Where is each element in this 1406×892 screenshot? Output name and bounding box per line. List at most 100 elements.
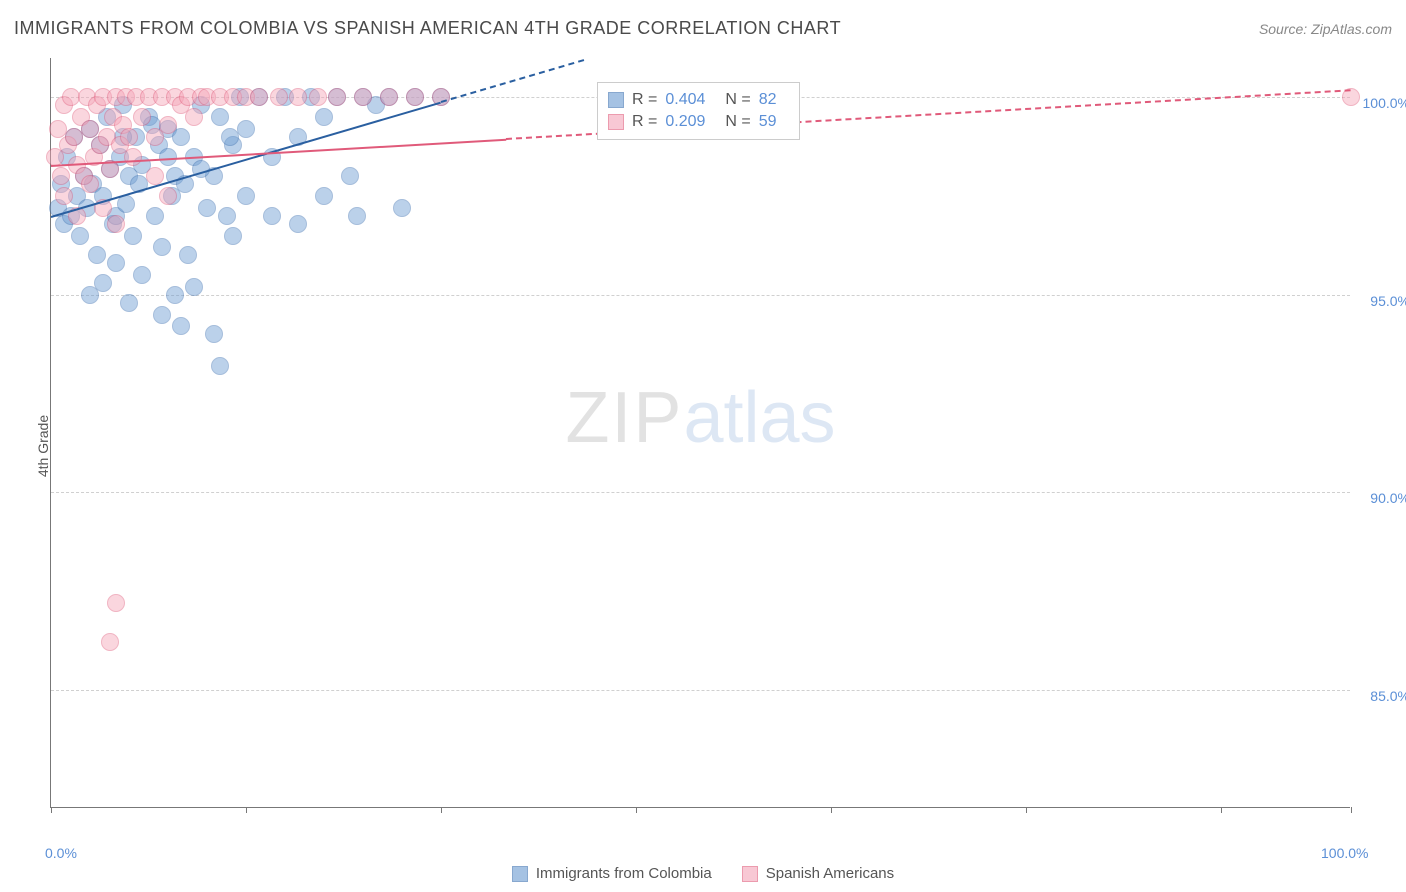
x-tick bbox=[1351, 807, 1352, 813]
stat-n-label: N = bbox=[725, 113, 750, 131]
scatter-point bbox=[107, 215, 125, 233]
legend-swatch bbox=[608, 114, 624, 130]
watermark: ZIPatlas bbox=[565, 377, 835, 459]
y-tick-label: 100.0% bbox=[1363, 95, 1406, 111]
scatter-point bbox=[309, 88, 327, 106]
scatter-point bbox=[205, 325, 223, 343]
x-tick bbox=[246, 807, 247, 813]
scatter-point bbox=[159, 148, 177, 166]
stat-n-value: 59 bbox=[759, 113, 777, 131]
scatter-point bbox=[94, 274, 112, 292]
scatter-point bbox=[348, 207, 366, 225]
watermark-atlas: atlas bbox=[683, 378, 835, 458]
legend-swatch bbox=[742, 866, 758, 882]
stat-r-label: R = bbox=[632, 113, 657, 131]
scatter-point bbox=[237, 187, 255, 205]
scatter-point bbox=[172, 317, 190, 335]
scatter-point bbox=[153, 238, 171, 256]
chart-header: IMMIGRANTS FROM COLOMBIA VS SPANISH AMER… bbox=[14, 18, 1392, 39]
scatter-point bbox=[270, 88, 288, 106]
scatter-point bbox=[328, 88, 346, 106]
watermark-zip: ZIP bbox=[565, 378, 683, 458]
source-label: Source: bbox=[1259, 21, 1311, 37]
scatter-point bbox=[341, 167, 359, 185]
scatter-point bbox=[211, 357, 229, 375]
y-tick-label: 85.0% bbox=[1370, 688, 1406, 704]
gridline bbox=[51, 690, 1350, 691]
scatter-point bbox=[221, 128, 239, 146]
x-tick bbox=[51, 807, 52, 813]
gridline bbox=[51, 492, 1350, 493]
scatter-point bbox=[380, 88, 398, 106]
scatter-point bbox=[166, 286, 184, 304]
scatter-point bbox=[101, 633, 119, 651]
scatter-point bbox=[179, 246, 197, 264]
scatter-point bbox=[315, 108, 333, 126]
x-tick bbox=[636, 807, 637, 813]
stat-r-value: 0.404 bbox=[665, 91, 705, 109]
legend-label: Immigrants from Colombia bbox=[536, 865, 712, 882]
stats-row: R = 0.209 N = 59 bbox=[608, 111, 789, 133]
scatter-point bbox=[393, 199, 411, 217]
scatter-point bbox=[198, 199, 216, 217]
scatter-point bbox=[250, 88, 268, 106]
gridline bbox=[51, 295, 1350, 296]
x-tick bbox=[1026, 807, 1027, 813]
scatter-point bbox=[62, 88, 80, 106]
legend-swatch bbox=[512, 866, 528, 882]
scatter-point bbox=[49, 120, 67, 138]
scatter-point bbox=[52, 167, 70, 185]
scatter-point bbox=[120, 128, 138, 146]
legend-item: Immigrants from Colombia bbox=[512, 865, 712, 882]
legend-swatch bbox=[608, 92, 624, 108]
scatter-point bbox=[88, 246, 106, 264]
scatter-point bbox=[185, 278, 203, 296]
chart-source: Source: ZipAtlas.com bbox=[1259, 21, 1392, 37]
stat-n-label: N = bbox=[725, 91, 750, 109]
scatter-point bbox=[159, 187, 177, 205]
scatter-point bbox=[81, 175, 99, 193]
scatter-point bbox=[263, 207, 281, 225]
stat-r-label: R = bbox=[632, 91, 657, 109]
scatter-point bbox=[107, 594, 125, 612]
scatter-point bbox=[124, 148, 142, 166]
scatter-point bbox=[55, 187, 73, 205]
scatter-point bbox=[146, 207, 164, 225]
scatter-point bbox=[211, 108, 229, 126]
scatter-point bbox=[218, 207, 236, 225]
stats-box: R = 0.404 N = 82 R = 0.209 N = 59 bbox=[597, 82, 800, 140]
y-tick-label: 95.0% bbox=[1370, 293, 1406, 309]
x-tick bbox=[1221, 807, 1222, 813]
chart-title: IMMIGRANTS FROM COLOMBIA VS SPANISH AMER… bbox=[14, 18, 841, 39]
scatter-point bbox=[406, 88, 424, 106]
scatter-plot-area: ZIPatlas 85.0%90.0%95.0%100.0%0.0%100.0%… bbox=[50, 58, 1350, 808]
scatter-point bbox=[81, 120, 99, 138]
scatter-point bbox=[289, 88, 307, 106]
scatter-point bbox=[124, 227, 142, 245]
scatter-point bbox=[107, 254, 125, 272]
x-tick-label: 100.0% bbox=[1321, 845, 1368, 861]
scatter-point bbox=[133, 108, 151, 126]
stat-n-value: 82 bbox=[759, 91, 777, 109]
scatter-point bbox=[237, 120, 255, 138]
scatter-point bbox=[120, 294, 138, 312]
scatter-point bbox=[289, 215, 307, 233]
scatter-point bbox=[185, 108, 203, 126]
source-name: ZipAtlas.com bbox=[1311, 21, 1392, 37]
scatter-point bbox=[71, 227, 89, 245]
legend-item: Spanish Americans bbox=[742, 865, 894, 882]
scatter-point bbox=[354, 88, 372, 106]
x-tick bbox=[441, 807, 442, 813]
scatter-point bbox=[315, 187, 333, 205]
scatter-point bbox=[153, 306, 171, 324]
y-axis-label: 4th Grade bbox=[35, 415, 51, 477]
stats-row: R = 0.404 N = 82 bbox=[608, 89, 789, 111]
x-tick bbox=[831, 807, 832, 813]
x-tick-label: 0.0% bbox=[45, 845, 77, 861]
legend: Immigrants from Colombia Spanish American… bbox=[0, 865, 1406, 882]
y-tick-label: 90.0% bbox=[1370, 490, 1406, 506]
legend-label: Spanish Americans bbox=[766, 865, 894, 882]
scatter-point bbox=[133, 266, 151, 284]
stat-r-value: 0.209 bbox=[665, 113, 705, 131]
scatter-point bbox=[224, 227, 242, 245]
